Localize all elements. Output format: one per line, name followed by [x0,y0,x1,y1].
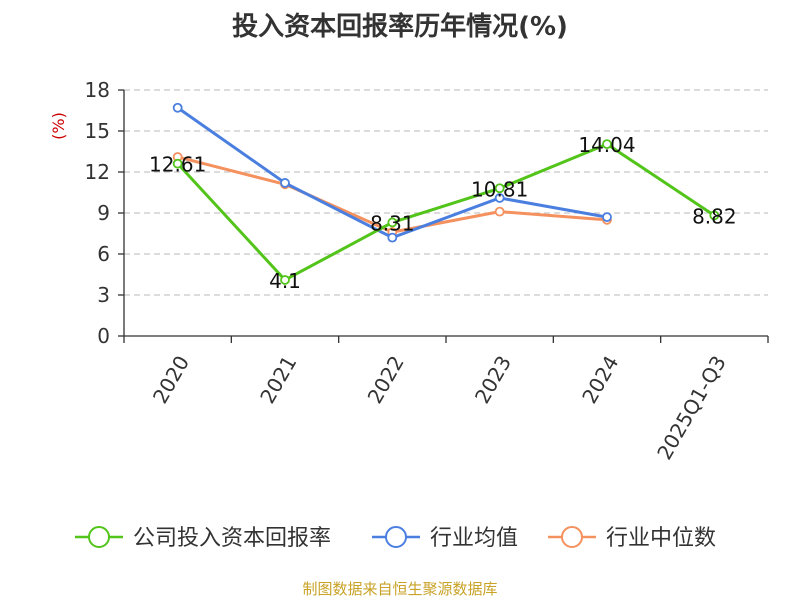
data-point [494,206,505,217]
legend-label: 行业中位数 [606,526,716,551]
data-label: 10.81 [471,177,528,201]
data-point [602,212,612,223]
data-point [172,158,183,169]
series-0 [172,139,720,285]
x-tick-label: 2025Q1-Q3 [652,352,731,464]
data-point [494,183,505,194]
x-tick-label: 2020 [148,352,194,408]
legend-item-2: 行业中位数 [548,526,716,551]
data-point [602,139,612,150]
data-point [387,232,398,243]
legend-label: 行业均值 [430,526,518,551]
legend-marker [88,526,110,548]
y-tick-label: 15 [85,119,110,143]
data-point [280,275,290,285]
x-tick-label: 2021 [255,352,301,408]
y-axis-unit-label: (%) [49,112,68,140]
legend-marker [385,526,407,548]
y-tick-label: 12 [85,160,110,184]
x-tick-label: 2022 [363,352,409,408]
data-label: 12.61 [149,153,206,177]
legend-item-1: 行业均值 [372,526,518,551]
data-label: 8.31 [370,211,415,235]
y-tick-label: 0 [97,324,110,348]
y-tick-label: 18 [85,78,110,102]
legend-item-0: 公司投入资本回报率 [75,526,331,551]
x-tick-label: 2024 [577,352,623,408]
data-point [172,102,183,113]
data-point [494,193,505,203]
series-line [176,142,716,282]
y-tick-label: 6 [97,242,110,266]
y-tick-label: 9 [97,201,110,225]
chart-title: 投入资本回报率历年情况(%) [232,12,568,42]
x-tick-label: 2023 [470,351,516,407]
data-point [280,178,290,188]
data-label: 4.1 [269,269,301,293]
legend-marker [561,526,583,548]
series-1 [172,102,612,243]
data-label: 8.82 [692,204,737,228]
legend-label: 公司投入资本回报率 [133,526,331,551]
data-label: 14.04 [578,133,635,157]
source-note: 制图数据来自恒生聚源数据库 [302,580,498,598]
data-point [387,217,398,228]
y-tick-label: 3 [97,283,110,307]
data-point [709,210,720,221]
